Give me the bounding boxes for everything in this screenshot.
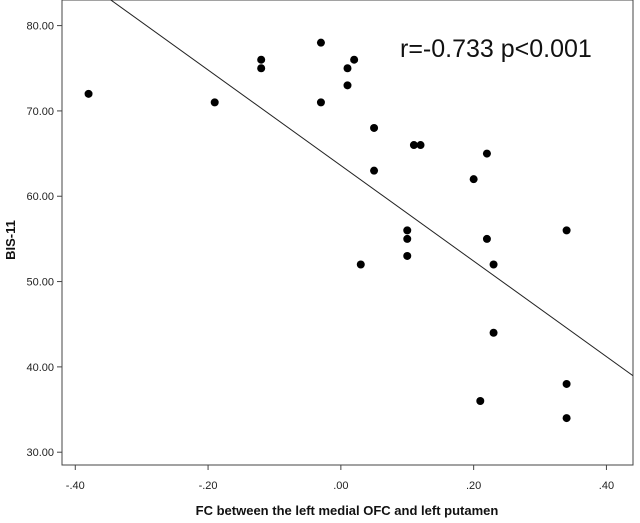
data-point (469, 175, 478, 184)
data-point (257, 55, 266, 64)
data-point (409, 141, 418, 150)
x-tick-label: -.20 (199, 480, 218, 492)
correlation-annotation: r=-0.733 p<0.001 (400, 35, 592, 63)
y-tick-label: 80.00 (26, 21, 54, 33)
data-point (562, 414, 571, 423)
data-point (316, 38, 325, 47)
data-point (370, 123, 379, 132)
y-tick-label: 50.00 (26, 277, 54, 289)
y-tick-label: 70.00 (26, 106, 54, 118)
data-point (403, 234, 412, 243)
x-axis-ticks: -.40 -.20 .00 .20 .40 (66, 465, 614, 492)
y-axis-title: BIS-11 (3, 220, 18, 260)
data-point (489, 260, 498, 269)
regression-line-layer (109, 0, 633, 377)
data-point (403, 226, 412, 235)
data-point (562, 379, 571, 388)
data-point (350, 55, 359, 64)
data-point (316, 98, 325, 107)
y-tick-label: 40.00 (26, 362, 54, 374)
regression-line (109, 0, 633, 377)
data-point (482, 149, 491, 158)
data-point (476, 397, 485, 406)
x-axis-title: FC between the left medial OFC and left … (196, 503, 499, 518)
x-tick-label: .20 (466, 480, 481, 492)
data-point (562, 226, 571, 235)
x-tick-label: -.40 (66, 480, 85, 492)
data-point (370, 166, 379, 175)
x-tick-label: .00 (333, 480, 348, 492)
data-point (416, 141, 425, 150)
data-point (482, 234, 491, 243)
data-point (403, 251, 412, 260)
data-point (356, 260, 365, 269)
data-points-layer (84, 38, 571, 423)
data-point (257, 64, 266, 73)
y-tick-label: 30.00 (26, 447, 54, 459)
data-point (210, 98, 219, 107)
data-point (84, 89, 93, 98)
plot-frame (61, 0, 634, 466)
data-point (343, 64, 352, 73)
y-tick-label: 60.00 (26, 191, 54, 203)
y-axis-ticks: 30.00 40.00 50.00 60.00 70.00 80.00 (26, 21, 62, 459)
data-point (489, 328, 498, 337)
data-point (343, 81, 352, 90)
x-tick-label: .40 (599, 480, 614, 492)
